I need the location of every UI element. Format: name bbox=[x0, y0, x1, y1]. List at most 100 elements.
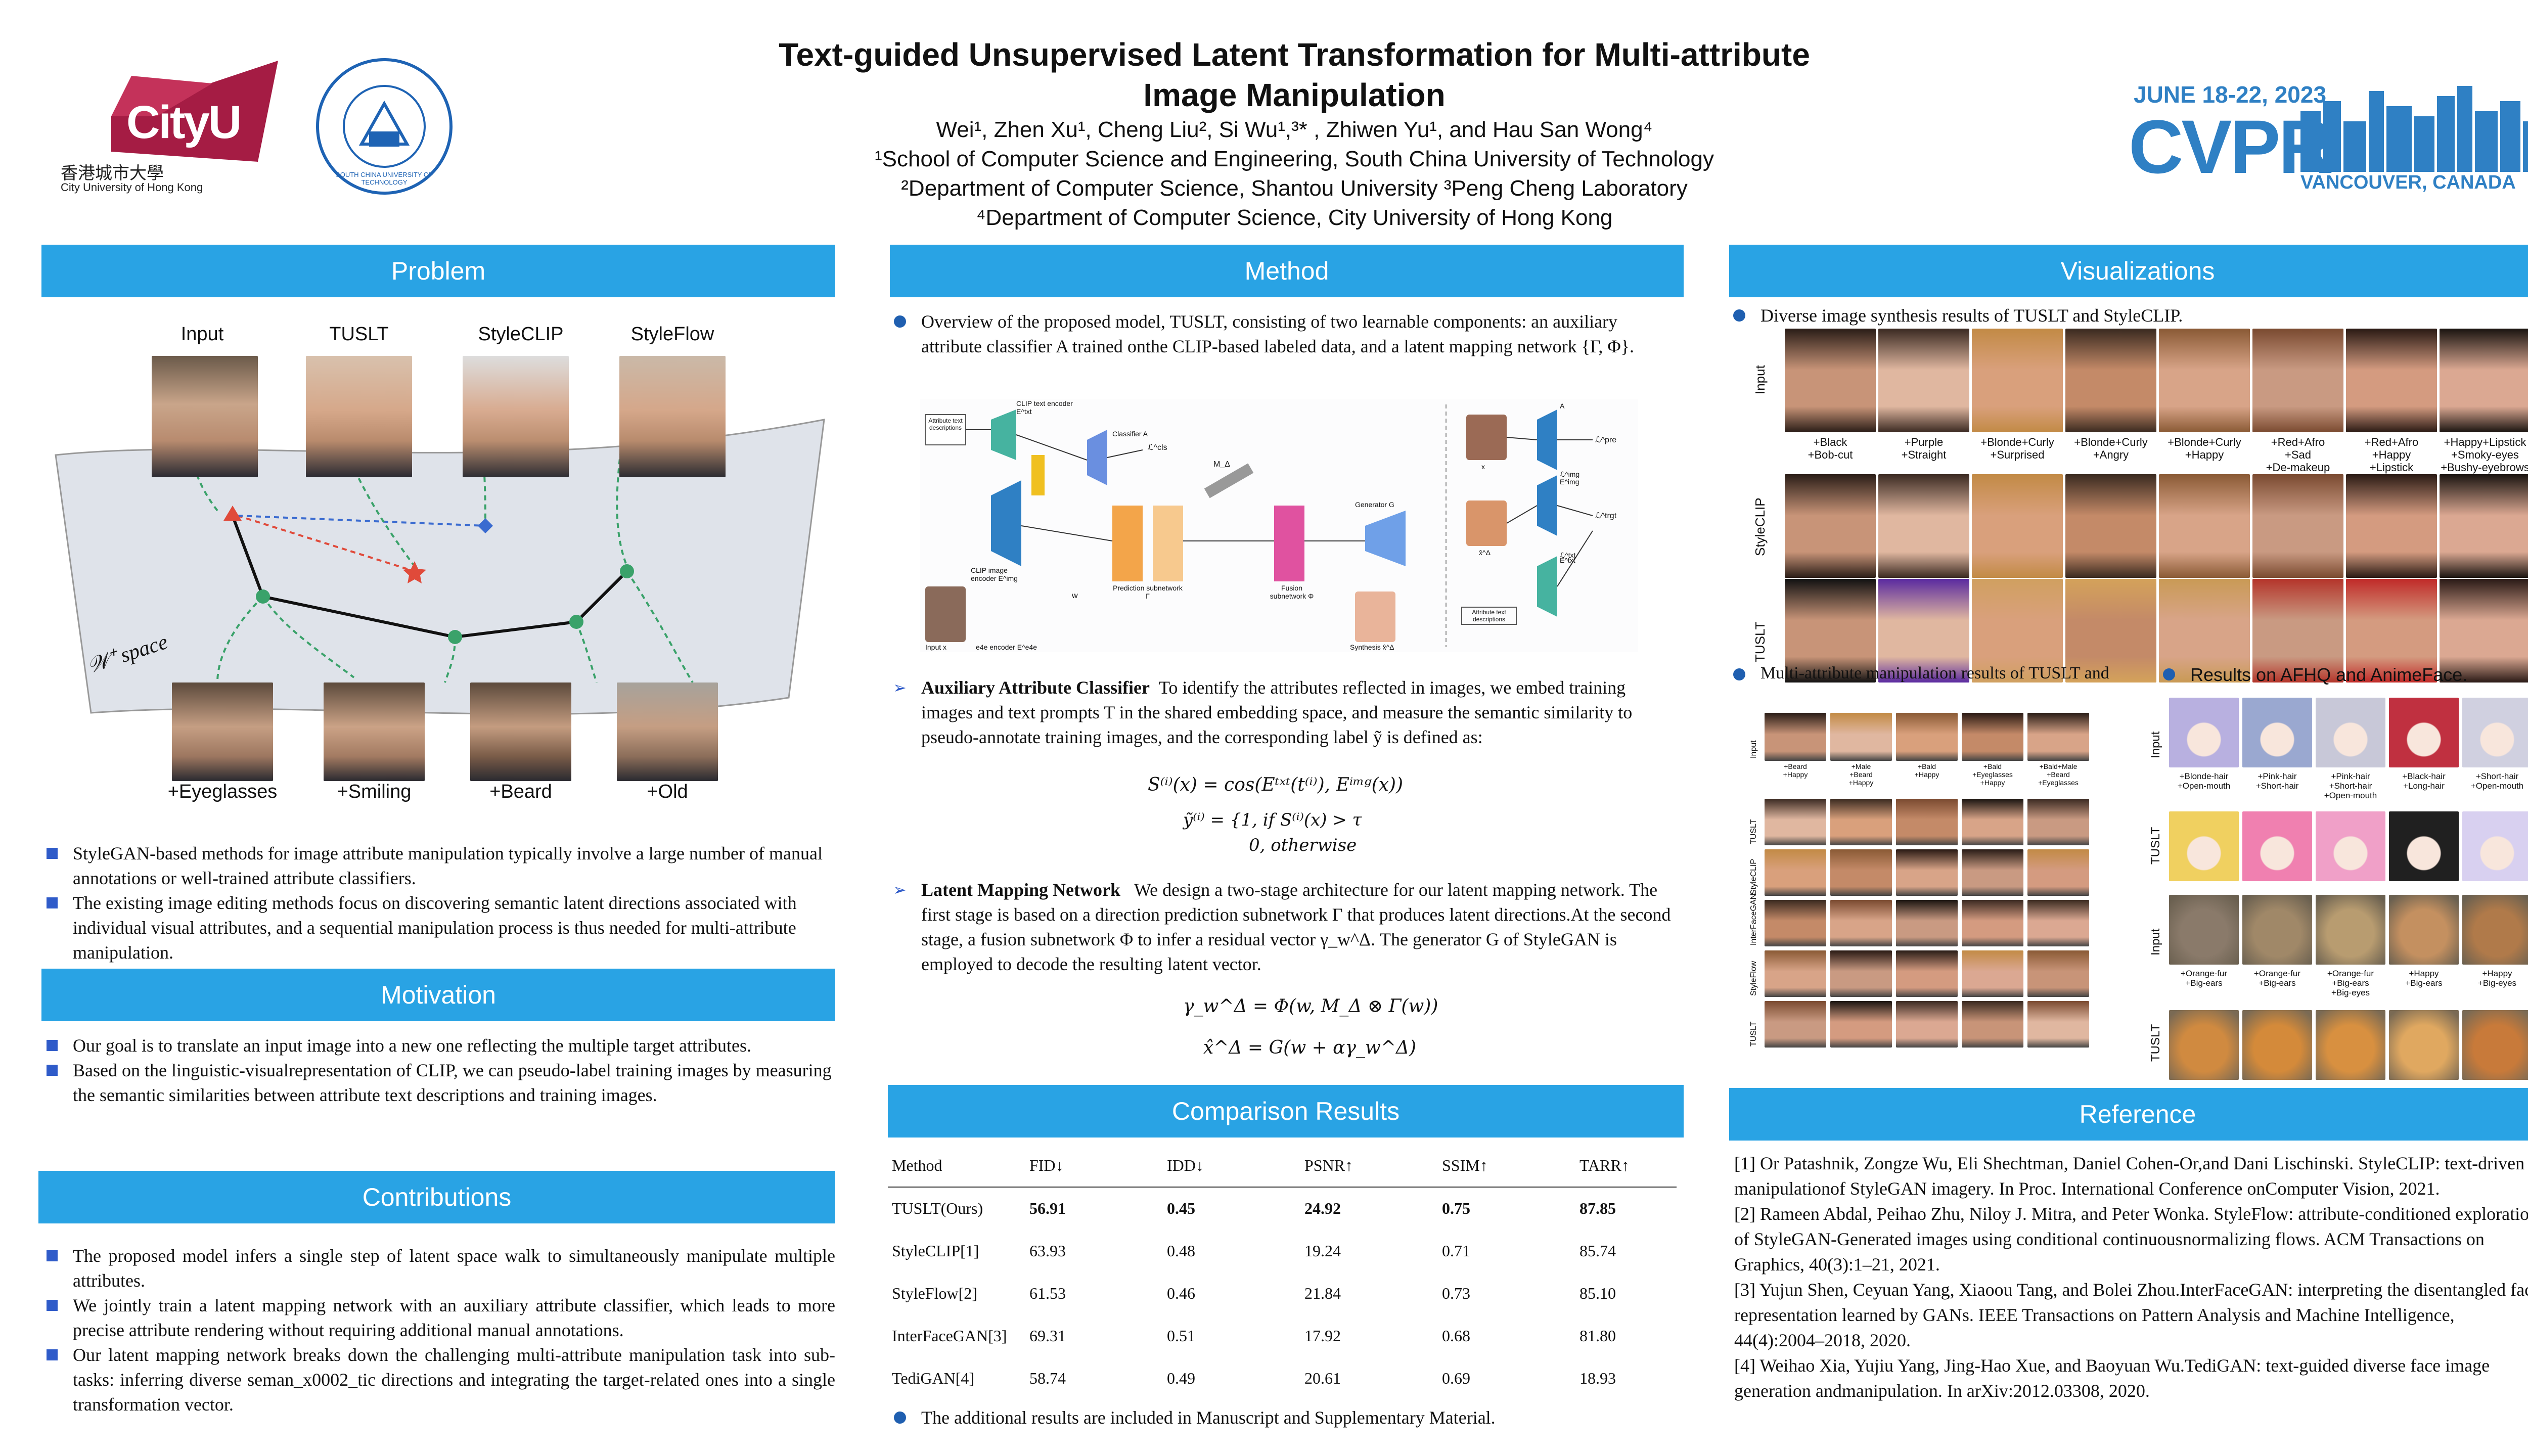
cityu-logo: CityU 香港城市大學 City University of Hong Kon… bbox=[46, 56, 283, 197]
diag-eimg-label: E^img bbox=[1560, 478, 1579, 486]
face-styleclip bbox=[463, 356, 569, 477]
anime-attr-label: +Pink-hair +Short-hair bbox=[2255, 771, 2299, 791]
affiliation-1: ¹School of Computer Science and Engineer… bbox=[875, 147, 1714, 171]
method-diagram: Attribute text descriptions CLIP text en… bbox=[920, 399, 1638, 652]
col-idd: IDD↓ bbox=[1167, 1156, 1204, 1174]
vis-styleclip-face bbox=[2346, 474, 2437, 578]
cell: 18.93 bbox=[1579, 1369, 1616, 1387]
vis-tuslt-face bbox=[2252, 579, 2343, 682]
face-old bbox=[617, 682, 718, 781]
diag-clip-text: CLIP text encoder E^txt bbox=[1016, 399, 1073, 416]
cell: 0.46 bbox=[1167, 1284, 1195, 1302]
grid-row-label: StyleFlow bbox=[1749, 961, 1758, 996]
vis-input-face bbox=[2252, 329, 2343, 432]
problem-heading: Problem bbox=[391, 257, 486, 285]
problem-figure: 𝒲⁺ space bbox=[51, 313, 829, 809]
vis-input-face bbox=[2346, 329, 2437, 432]
label-old: +Old bbox=[647, 781, 688, 802]
vis-tuslt-face bbox=[1972, 579, 2063, 682]
grid-attr-label: +Bald +Eyeglasses +Happy bbox=[1972, 762, 2013, 787]
affiliation-2: ²Department of Computer Science, Shantou… bbox=[901, 176, 1688, 201]
reference-item-1: [1] Or Patashnik, Zongze Wu, Eli Shechtm… bbox=[1734, 1153, 2525, 1199]
comparison-heading: Comparison Results bbox=[1171, 1097, 1400, 1125]
reference-list: [1] Or Patashnik, Zongze Wu, Eli Shechtm… bbox=[1734, 1151, 2528, 1403]
architecture-diagram bbox=[925, 404, 1593, 647]
vancouver-skyline-icon bbox=[2300, 86, 2528, 172]
row-label-tuslt: TUSLT bbox=[1752, 621, 1768, 662]
grid-face bbox=[1896, 849, 1958, 896]
diag-generator: Generator G bbox=[1355, 500, 1394, 509]
cell: 0.51 bbox=[1167, 1326, 1195, 1345]
anime-tuslt-face bbox=[2389, 811, 2459, 881]
grid-face bbox=[1962, 713, 2023, 761]
grid-face bbox=[1765, 1001, 1826, 1048]
face-smiling bbox=[324, 682, 425, 781]
grid-face bbox=[1765, 900, 1826, 946]
grid-attr-label: +Bald+Male +Beard +Eyeglasses bbox=[2038, 762, 2079, 787]
vis-styleclip-face bbox=[1878, 474, 1969, 578]
diag-e4e: e4e encoder E^e4e bbox=[976, 643, 1037, 651]
vis-input-face bbox=[1878, 329, 1969, 432]
section-bar-problem: Problem bbox=[41, 245, 835, 297]
scut-ring-text: SOUTH CHINA UNIVERSITY OF TECHNOLOGY bbox=[336, 171, 433, 186]
diag-clip-image: CLIP image encoder E^img bbox=[971, 566, 1018, 582]
col-fid: FID↓ bbox=[1029, 1156, 1064, 1174]
latent-mapping-title: Latent Mapping Network bbox=[921, 880, 1120, 900]
grid-row-label: TUSLT bbox=[1749, 819, 1758, 844]
grid-row-label: TUSLT bbox=[1749, 1021, 1758, 1046]
vis-tuslt-face bbox=[2159, 579, 2250, 682]
animal-tuslt-face bbox=[2462, 1010, 2528, 1080]
scut-logo: SOUTH CHINA UNIVERSITY OF TECHNOLOGY bbox=[313, 56, 455, 197]
anime-tuslt-face bbox=[2462, 811, 2528, 881]
grid-face bbox=[1765, 713, 1826, 761]
styleclip-diamond-icon bbox=[478, 518, 493, 533]
diag-prediction: Prediction subnetwork Γ bbox=[1113, 584, 1183, 600]
animal-tuslt-face bbox=[2316, 1010, 2385, 1080]
vis-tuslt-face bbox=[1878, 579, 1969, 682]
vis-bullet-3-text: Results on AFHQ and AnimeFace. bbox=[2159, 662, 2528, 687]
motivation-bullet-1: Our goal is to translate an input image … bbox=[41, 1033, 835, 1058]
aux-classifier-title: Auxiliary Attribute Classifier bbox=[921, 677, 1150, 698]
cell: 0.73 bbox=[1442, 1284, 1470, 1302]
grid-face bbox=[1896, 900, 1958, 946]
grid-face bbox=[1830, 900, 1892, 946]
cell: 61.53 bbox=[1029, 1284, 1066, 1302]
vis-attr-label: +Black +Bob-cut bbox=[1808, 436, 1853, 461]
cvpr-name: CVPR bbox=[2129, 104, 2333, 189]
cityu-emblem-icon bbox=[111, 61, 278, 162]
affiliation-3: ⁴Department of Computer Science, City Un… bbox=[976, 205, 1613, 230]
latent-mapping: Latent Mapping Network We design a two-s… bbox=[890, 878, 1679, 977]
input-triangle-icon bbox=[223, 506, 242, 521]
authors: Wei¹, Zhen Xu¹, Cheng Liu², Si Wu¹,³* , … bbox=[936, 117, 1653, 142]
vis-bullet-1-text: Diverse image synthesis results of TUSLT… bbox=[1729, 303, 2528, 328]
cell: 0.75 bbox=[1442, 1199, 1470, 1217]
cell: 63.93 bbox=[1029, 1241, 1066, 1260]
anime-input-face bbox=[2316, 698, 2385, 767]
section-bar-reference: Reference bbox=[1729, 1088, 2528, 1141]
cell: TUSLT(Ours) bbox=[892, 1199, 983, 1217]
grid-face bbox=[1896, 950, 1958, 997]
grid-face bbox=[2027, 900, 2089, 946]
comparison-note: The additional results are included in M… bbox=[890, 1405, 1679, 1430]
diag-ltrgt: ℒ^trgt bbox=[1595, 512, 1617, 520]
cell: StyleFlow[2] bbox=[892, 1284, 977, 1302]
contribution-bullet-2: We jointly train a latent mapping networ… bbox=[41, 1293, 835, 1343]
diag-etxt-label: E^txt bbox=[1560, 556, 1575, 564]
contribution-bullet-1: The proposed model infers a single step … bbox=[41, 1244, 835, 1293]
animal-tuslt-face bbox=[2169, 1010, 2239, 1080]
grid-face bbox=[2027, 799, 2089, 845]
equation-1: S⁽ⁱ⁾(x) = cos(Eᵗˣᵗ(t⁽ⁱ⁾), Eⁱᵐᵍ(x)) bbox=[1148, 775, 1404, 795]
label-tuslt: TUSLT bbox=[329, 324, 389, 345]
anime-input-face bbox=[2169, 698, 2239, 767]
grid-row-label: InterFaceGAN bbox=[1749, 893, 1758, 945]
table-row: TediGAN[4] 58.74 0.49 20.61 0.69 18.93 bbox=[888, 1357, 1677, 1399]
method-overview-text: Overview of the proposed model, TUSLT, c… bbox=[890, 309, 1679, 359]
vis-tuslt-face bbox=[2346, 579, 2437, 682]
comparison-table: Method FID↓ IDD↓ PSNR↑ SSIM↑ TARR↑ TUSLT… bbox=[888, 1145, 1677, 1399]
diag-xhat-label: x̂^Δ bbox=[1479, 549, 1491, 557]
anime-input-face bbox=[2389, 698, 2459, 767]
animal-attr-label: +Happy +Big-ears bbox=[2405, 969, 2443, 988]
equation-2b: 0, otherwise bbox=[1249, 835, 1357, 855]
equation-2a: ỹ⁽ⁱ⁾ = {1, if S⁽ⁱ⁾(x) > τ bbox=[1183, 810, 1362, 830]
animal-input-face bbox=[2316, 895, 2385, 965]
